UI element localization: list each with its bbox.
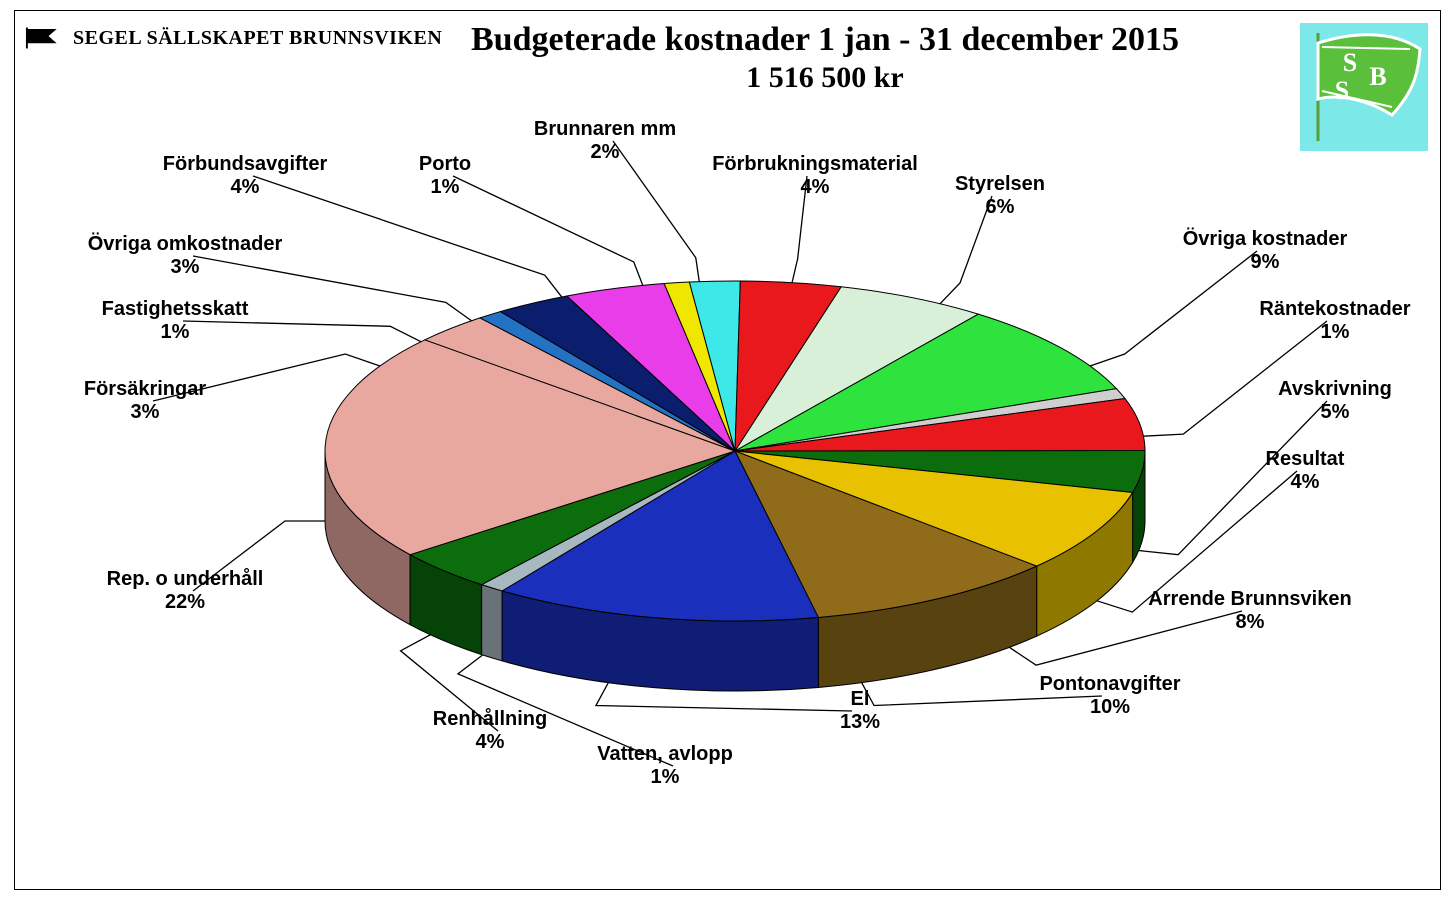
leader-line	[613, 141, 699, 282]
leader-line	[862, 683, 1102, 706]
leader-line	[193, 521, 325, 591]
leader-line	[1139, 401, 1327, 555]
leader-line	[453, 176, 643, 285]
leader-line	[1090, 251, 1257, 366]
pie-chart: Styrelsen 6%Övriga kostnader 9%Räntekost…	[15, 11, 1440, 889]
pie-slice-side	[482, 585, 503, 661]
chart-frame: SEGEL SÄLLSKAPET BRUNNSVIKEN Budgeterade…	[14, 10, 1441, 890]
leader-line	[792, 176, 807, 283]
leader-line	[183, 321, 421, 342]
leader-line	[1143, 321, 1327, 436]
leader-line	[940, 196, 992, 304]
leader-line	[193, 256, 471, 321]
leader-line	[253, 176, 562, 297]
leader-line	[153, 354, 380, 401]
